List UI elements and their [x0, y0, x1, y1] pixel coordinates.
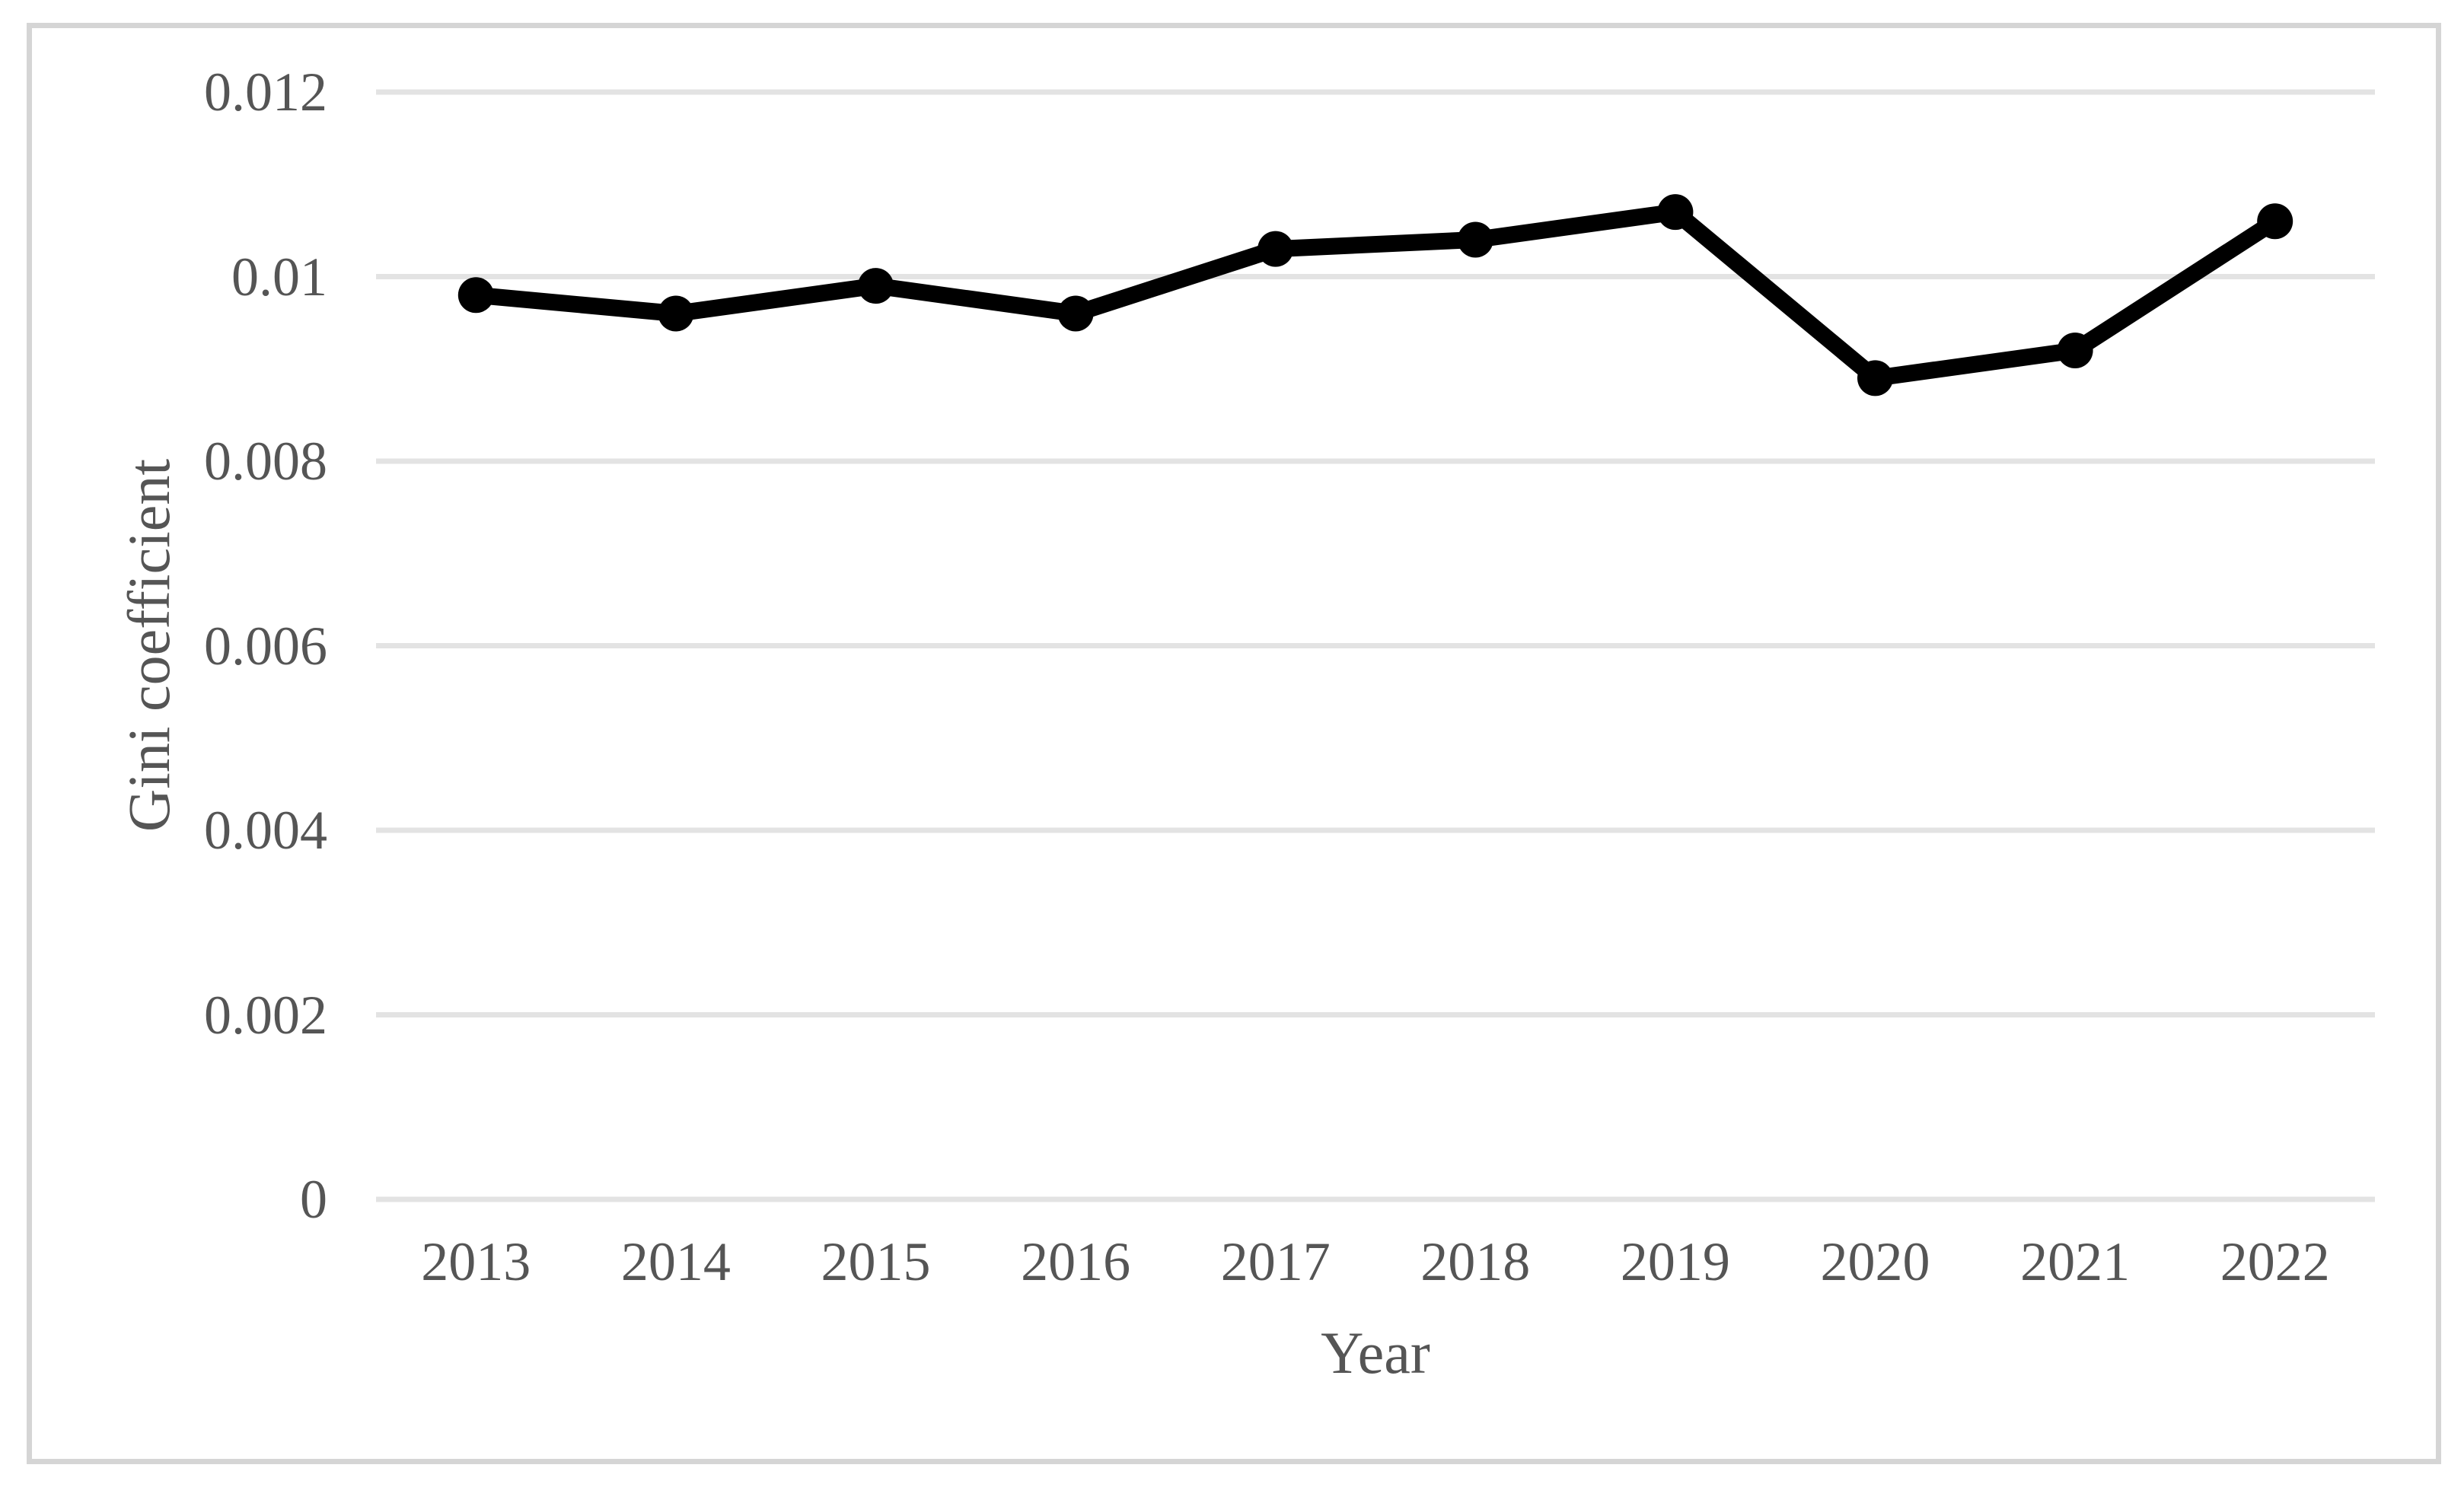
x-tick-label: 2014: [620, 1231, 731, 1292]
x-axis-title: Year: [1321, 1320, 1430, 1386]
y-tick-label: 0.008: [204, 431, 327, 492]
y-tick-label: 0.006: [204, 615, 327, 677]
y-tick-label: 0.01: [231, 246, 327, 307]
data-point-2020: [1857, 360, 1893, 396]
data-point-2015: [858, 268, 894, 304]
x-tick-label: 2016: [1021, 1231, 1131, 1292]
data-point-2018: [1457, 221, 1493, 258]
y-tick-label: 0.004: [204, 800, 327, 861]
x-tick-label: 2018: [1420, 1231, 1531, 1292]
gridlines: [376, 89, 2375, 1202]
series-markers: [457, 194, 2293, 396]
x-tick-label: 2021: [2020, 1231, 2131, 1292]
y-tick-label: 0.012: [204, 62, 327, 123]
x-tick-label: 2022: [2220, 1231, 2330, 1292]
x-tick-label: 2013: [421, 1231, 531, 1292]
y-tick-label: 0.002: [204, 984, 327, 1046]
y-axis-title: Gini coefficient: [116, 458, 182, 833]
x-tick-label: 2019: [1620, 1231, 1730, 1292]
data-point-2022: [2257, 203, 2293, 240]
series-line: [467, 203, 2284, 387]
x-tick-label: 2020: [1820, 1231, 1930, 1292]
data-point-2017: [1258, 231, 1294, 267]
data-point-2014: [658, 295, 694, 332]
x-tick-label: 2015: [821, 1231, 931, 1292]
x-tick-label: 2017: [1220, 1231, 1331, 1292]
y-tick-label: 0: [300, 1169, 327, 1230]
data-point-2016: [1057, 295, 1094, 332]
data-point-2021: [2057, 333, 2093, 368]
data-point-2019: [1657, 194, 1694, 231]
data-point-2013: [457, 277, 494, 314]
